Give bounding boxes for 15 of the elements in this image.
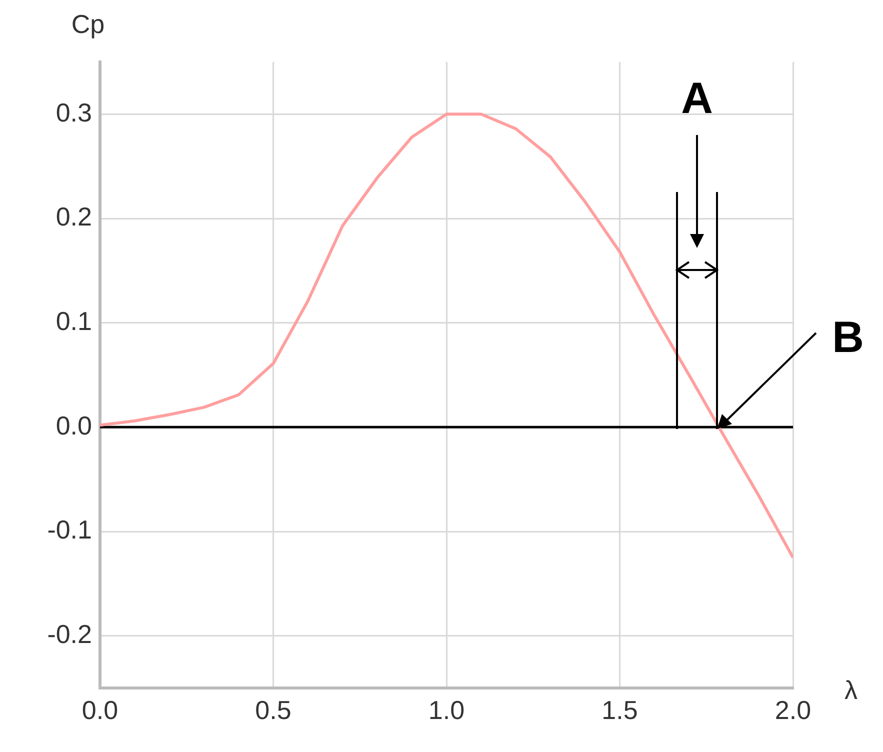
x-tick-label: 2.0 <box>774 694 812 725</box>
x-axis-title: λ <box>844 675 858 706</box>
y-tick-label: 0.2 <box>56 202 92 232</box>
y-tick-label: -0.1 <box>47 514 92 545</box>
y-tick-label: 0.0 <box>56 410 92 440</box>
annotation: A <box>681 74 713 124</box>
x-tick-label: 0.0 <box>82 694 118 725</box>
x-tick-label: 0.5 <box>255 694 292 725</box>
x-tick-label: 1.5 <box>602 694 638 725</box>
y-tick-label: 0.1 <box>56 306 92 336</box>
y-tick-label: 0.3 <box>56 97 92 128</box>
x-tick-label: 1.0 <box>428 694 465 725</box>
y-axis-title: Cp <box>71 9 105 40</box>
y-tick-label: -0.2 <box>47 619 92 650</box>
text: B <box>832 313 864 362</box>
